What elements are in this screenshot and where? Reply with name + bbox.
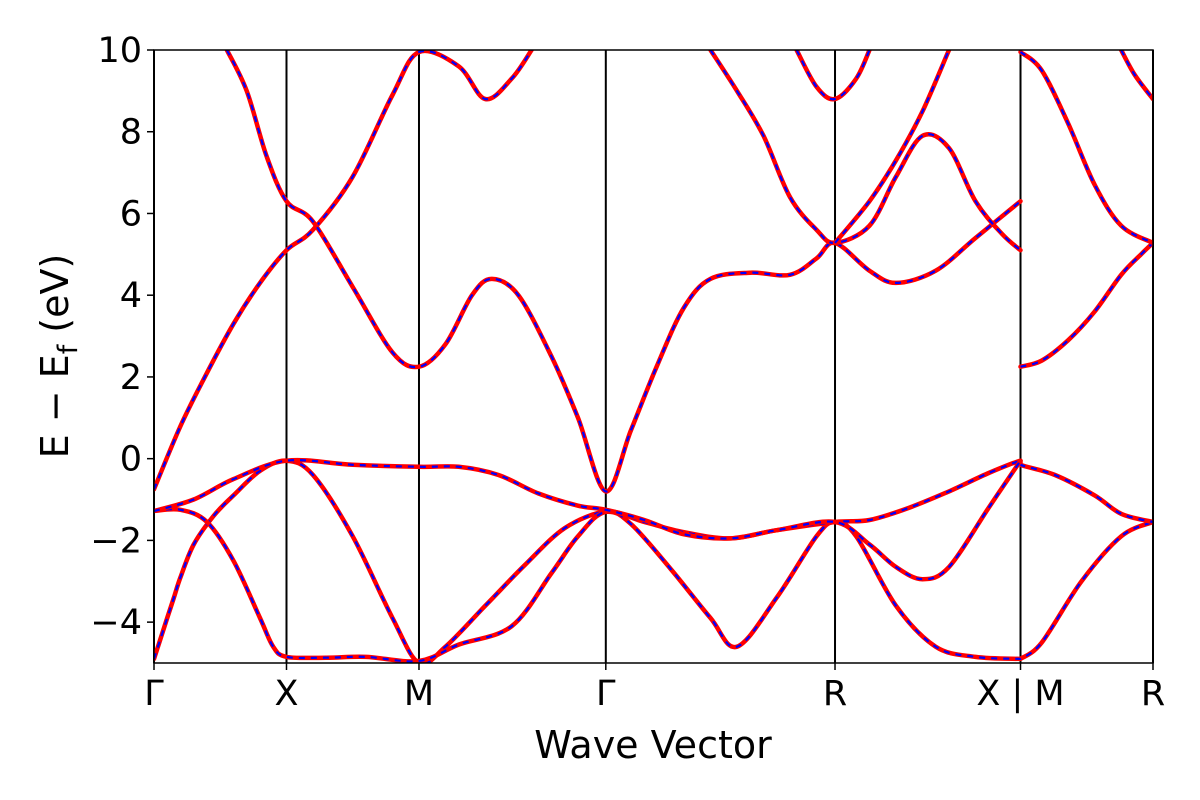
y-axis-label-main: E − E bbox=[33, 354, 77, 458]
band-overlay-line-6 bbox=[795, 50, 871, 101]
y-axis-ticks: −4 −2 0 2 4 6 8 10 bbox=[90, 31, 154, 643]
x-axis-label: Wave Vector bbox=[534, 723, 772, 767]
band-line-7 bbox=[832, 50, 952, 246]
band-overlay-line-4 bbox=[225, 50, 1022, 493]
y-axis-label-unit: (eV) bbox=[33, 254, 77, 345]
x-tick-label-4: R bbox=[823, 674, 847, 714]
kpoint-divider-lines bbox=[153, 50, 1154, 663]
y-axis-label-sub: f bbox=[53, 343, 84, 354]
plot-frame bbox=[153, 49, 1154, 664]
band-overlay-line-1 bbox=[154, 459, 1153, 663]
y-tick-label-7: 10 bbox=[97, 31, 142, 71]
y-tick-label-0: −4 bbox=[90, 603, 142, 643]
band-line-4 bbox=[224, 50, 1023, 494]
band-overlay-line-5 bbox=[709, 50, 1022, 252]
band-overlay-line-10 bbox=[1120, 50, 1153, 100]
bands-group bbox=[154, 50, 1153, 663]
band-line-0 bbox=[154, 458, 1153, 663]
y-tick-label-1: −2 bbox=[90, 521, 142, 561]
x-tick-label-2: M bbox=[404, 674, 434, 714]
band-line-5 bbox=[708, 50, 1023, 253]
band-overlay-line-3 bbox=[154, 50, 533, 490]
band-overlay-line-8 bbox=[1020, 242, 1153, 368]
y-tick-label-6: 8 bbox=[120, 113, 142, 153]
y-tick-label-4: 4 bbox=[120, 276, 142, 316]
x-tick-label-5: X | M bbox=[976, 674, 1064, 714]
x-tick-label-1: X bbox=[275, 674, 299, 714]
band-line-2 bbox=[154, 457, 1023, 582]
band-line-1 bbox=[154, 458, 1153, 663]
band-overlay-line-9 bbox=[1019, 51, 1153, 244]
band-line-9 bbox=[1018, 50, 1153, 246]
y-tick-label-2: 0 bbox=[120, 440, 142, 480]
x-tick-label-0: Γ bbox=[144, 674, 164, 714]
x-tick-label-3: Γ bbox=[596, 674, 616, 714]
y-axis-label: E − Ef (eV) bbox=[33, 254, 84, 459]
y-tick-label-3: 2 bbox=[120, 358, 142, 398]
x-tick-label-6: R bbox=[1141, 674, 1165, 714]
band-overlay-line-0 bbox=[154, 459, 1153, 663]
band-overlay-line-7 bbox=[834, 50, 951, 244]
band-overlay-line-2 bbox=[154, 459, 1022, 581]
y-tick-label-5: 6 bbox=[120, 194, 142, 234]
x-axis-ticks: Γ X M Γ R X | M R bbox=[144, 663, 1165, 714]
